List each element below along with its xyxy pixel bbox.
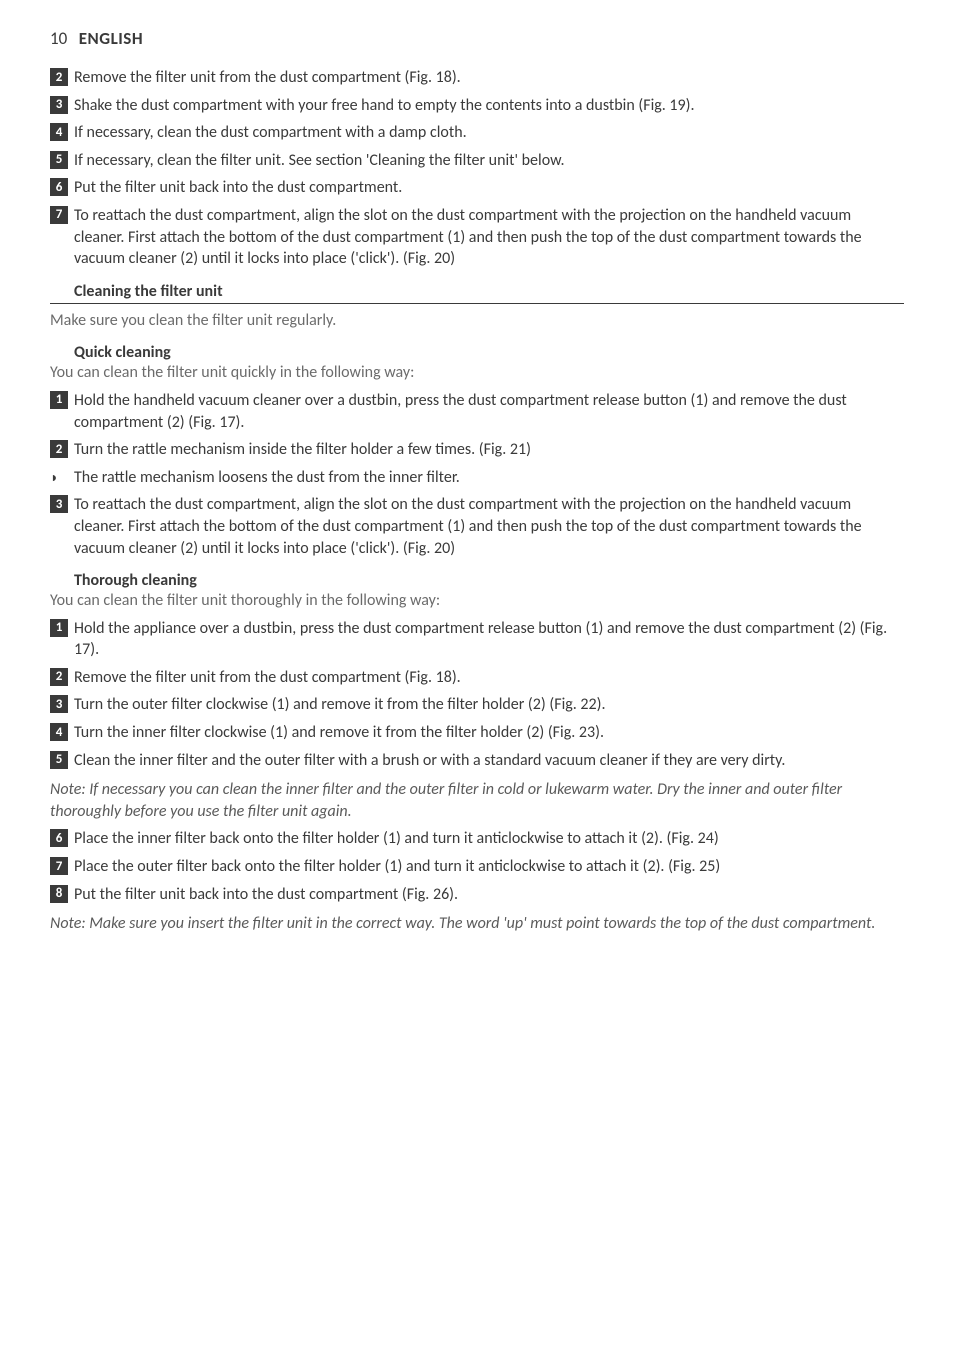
step-row: 6 Place the inner filter back onto the fi… <box>50 828 904 850</box>
step-text: To reattach the dust compartment, align … <box>74 494 904 559</box>
step-number: 6 <box>50 829 68 847</box>
step-number: 3 <box>50 695 68 713</box>
thorough-steps-b: 6 Place the inner filter back onto the fi… <box>50 828 904 905</box>
step-text: If necessary, clean the filter unit. See… <box>74 150 565 172</box>
step-row: 7 To reattach the dust compartment, align… <box>50 205 904 270</box>
sub-title-thorough: Thorough cleaning <box>50 571 904 590</box>
step-number: 5 <box>50 751 68 769</box>
step-text: Put the filter unit back into the dust c… <box>74 884 458 906</box>
step-text: Clean the inner filter and the outer fil… <box>74 750 785 772</box>
block-a: 2 Remove the filter unit from the dust co… <box>50 67 904 270</box>
step-number: 1 <box>50 619 68 637</box>
section-rule <box>50 303 904 304</box>
step-row: 5 Clean the inner filter and the outer fi… <box>50 750 904 772</box>
step-number: 5 <box>50 151 68 169</box>
step-number: 4 <box>50 723 68 741</box>
thorough-steps-a: 1 Hold the appliance over a dustbin, pres… <box>50 618 904 772</box>
quick-bullet-text: The rattle mechanism loosens the dust fr… <box>74 467 460 489</box>
step-number: 7 <box>50 857 68 875</box>
section-intro-cleaning: Make sure you clean the filter unit regu… <box>50 310 904 332</box>
thorough-note-1: Note: If necessary you can clean the inn… <box>50 779 904 822</box>
step-number: 2 <box>50 440 68 458</box>
step-text: To reattach the dust compartment, align … <box>74 205 904 270</box>
step-text: Place the inner filter back onto the fil… <box>74 828 719 850</box>
step-row: 1 Hold the appliance over a dustbin, pres… <box>50 618 904 661</box>
step-text: Turn the rattle mechanism inside the fil… <box>74 439 531 461</box>
thorough-note-2: Note: Make sure you insert the filter un… <box>50 913 904 935</box>
section-title-cleaning: Cleaning the filter unit <box>50 282 904 301</box>
quick-step-3: 3 To reattach the dust compartment, alig… <box>50 494 904 559</box>
step-number: 4 <box>50 123 68 141</box>
step-number: 6 <box>50 178 68 196</box>
quick-intro: You can clean the filter unit quickly in… <box>50 362 904 384</box>
step-row: 8 Put the filter unit back into the dust … <box>50 884 904 906</box>
step-row: 6 Put the filter unit back into the dust … <box>50 177 904 199</box>
bullet-icon: ◗ <box>50 469 68 486</box>
step-text: Turn the outer filter clockwise (1) and … <box>74 694 606 716</box>
step-row: 3 Turn the outer filter clockwise (1) and… <box>50 694 904 716</box>
quick-bullet-row: ◗ The rattle mechanism loosens the dust … <box>50 467 904 489</box>
page-header: 10 ENGLISH <box>50 28 904 49</box>
step-text: Turn the inner filter clockwise (1) and … <box>74 722 604 744</box>
step-row: 3 Shake the dust compartment with your fr… <box>50 95 904 117</box>
step-row: 4 Turn the inner filter clockwise (1) and… <box>50 722 904 744</box>
step-number: 2 <box>50 68 68 86</box>
step-row: 2 Remove the filter unit from the dust co… <box>50 67 904 89</box>
sub-title-quick: Quick cleaning <box>50 343 904 362</box>
step-text: Hold the appliance over a dustbin, press… <box>74 618 904 661</box>
page-number: 10 <box>50 28 67 49</box>
step-text: Remove the filter unit from the dust com… <box>74 667 461 689</box>
step-number: 3 <box>50 495 68 513</box>
step-text: Place the outer filter back onto the fil… <box>74 856 720 878</box>
step-text: Remove the filter unit from the dust com… <box>74 67 461 89</box>
step-number: 2 <box>50 668 68 686</box>
step-number: 1 <box>50 391 68 409</box>
step-row: 2 Turn the rattle mechanism inside the fi… <box>50 439 904 461</box>
thorough-intro: You can clean the filter unit thoroughly… <box>50 590 904 612</box>
step-row: 1 Hold the handheld vacuum cleaner over a… <box>50 390 904 433</box>
step-number: 7 <box>50 206 68 224</box>
step-text: If necessary, clean the dust compartment… <box>74 122 467 144</box>
step-text: Hold the handheld vacuum cleaner over a … <box>74 390 904 433</box>
step-row: 4 If necessary, clean the dust compartmen… <box>50 122 904 144</box>
step-row: 5 If necessary, clean the filter unit. Se… <box>50 150 904 172</box>
step-row: 7 Place the outer filter back onto the fi… <box>50 856 904 878</box>
language-label: ENGLISH <box>79 28 143 49</box>
step-row: 2 Remove the filter unit from the dust co… <box>50 667 904 689</box>
quick-steps: 1 Hold the handheld vacuum cleaner over a… <box>50 390 904 461</box>
step-text: Shake the dust compartment with your fre… <box>74 95 695 117</box>
step-number: 3 <box>50 96 68 114</box>
step-number: 8 <box>50 885 68 903</box>
step-text: Put the filter unit back into the dust c… <box>74 177 402 199</box>
